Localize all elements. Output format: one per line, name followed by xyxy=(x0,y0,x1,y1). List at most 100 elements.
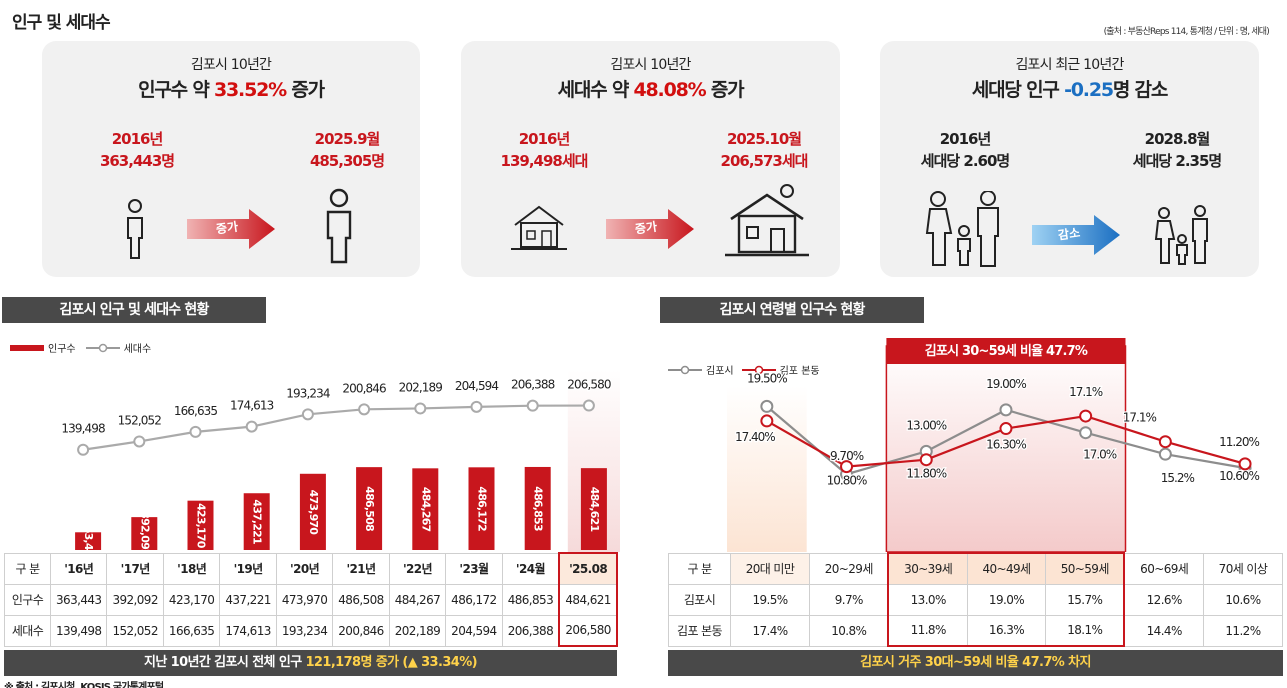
bar-label: 363,443 xyxy=(82,519,95,552)
bar-population xyxy=(356,467,383,550)
legend-b-swatch xyxy=(741,365,776,374)
source-note-bottom: ※ 출처 : 김포시청, KOSIS 국가통계포털 xyxy=(4,682,164,688)
gimpo-city-label: 15.2% xyxy=(1161,471,1195,485)
gimpo-bondong-point xyxy=(1079,409,1093,423)
bar-population xyxy=(580,468,607,550)
gimpo-bondong-label: 17.40% xyxy=(735,430,775,444)
left-data-table: 구 분 '16년 '17년 '18년 '19년 '20년 '21년 '22년 '23월 '24월 '… xyxy=(4,552,618,647)
table-row-header: 구 분 xyxy=(4,552,51,585)
card-headline: 세대당 인구 -0.25명 감소 xyxy=(971,79,1168,101)
household-label: 202,189 xyxy=(399,380,443,394)
household-point xyxy=(470,400,483,413)
table-cell: 9.7% xyxy=(809,583,889,616)
household-label: 200,846 xyxy=(342,381,386,395)
population-household-chart: 363,443 392,092 423,170 437,221 473,970 486,5… xyxy=(60,370,620,552)
table-cell: '22년 xyxy=(388,552,447,585)
gimpo-city-label: 17.0% xyxy=(1083,448,1117,462)
bar-population xyxy=(299,473,326,550)
decrease-arrow-icon xyxy=(1032,215,1120,255)
highlight-banner-text: 김포시 30~59세 비율 47.7% xyxy=(925,343,1088,359)
table-cell: 486,853 xyxy=(501,583,560,616)
bar-label: 437,221 xyxy=(251,499,264,544)
gimpo-bondong-point xyxy=(999,422,1013,436)
left-legend: 인구수 세대수 xyxy=(10,340,151,355)
table-cell: '18년 xyxy=(162,552,221,585)
bar-population xyxy=(131,517,158,550)
card-left-figure: 2016년 139,498세대 xyxy=(500,130,589,170)
table-cell: 10.6% xyxy=(1202,583,1284,616)
table-cell: '17년 xyxy=(106,552,164,585)
table-cell: 437,221 xyxy=(219,583,277,616)
table-cell: 486,172 xyxy=(445,583,503,616)
legend-a-label: 김포시 xyxy=(706,366,734,377)
card-right-figure: 2025.9월 485,305명 xyxy=(309,130,385,170)
table-cell: 11.2% xyxy=(1202,614,1284,647)
card-kicker: 김포시 10년간 xyxy=(190,57,272,73)
household-point xyxy=(358,403,371,416)
bar-population xyxy=(412,468,439,550)
table-cell: 10.8% xyxy=(809,614,889,647)
table-cell: 204,594 xyxy=(445,614,503,647)
table-cell: 50~59세 xyxy=(1045,552,1126,585)
bar-population xyxy=(243,493,270,550)
table-cell: 392,092 xyxy=(106,583,164,616)
household-point xyxy=(414,402,427,415)
table-row-gimpo-bondong: 김포 본동 17.4% 10.8% 11.8% 16.3% 18.1% 14.4% 11.2% xyxy=(668,614,1284,647)
gimpo-city-label: 9.70% xyxy=(830,449,864,463)
gimpo-city-point xyxy=(999,403,1013,417)
table-cell: 139,498 xyxy=(49,614,108,647)
increase-arrow-icon xyxy=(606,209,694,249)
household-label: 204,594 xyxy=(455,379,499,393)
gimpo-bondong-label: 11.80% xyxy=(906,467,946,481)
family-small-icon xyxy=(1154,205,1208,265)
highlight-under20 xyxy=(727,386,807,552)
table-cell: 486,508 xyxy=(332,583,390,616)
table-cell: 20대 미만 xyxy=(729,552,811,585)
gimpo-bondong-point xyxy=(760,414,774,428)
bar-population xyxy=(468,467,495,550)
table-cell: '24월 xyxy=(501,552,560,585)
card-right-figure: 2028.8월 세대당 2.35명 xyxy=(1132,130,1222,170)
family-large-icon xyxy=(925,191,999,267)
table-cell: 19.0% xyxy=(966,583,1047,616)
legend-hh-swatch xyxy=(85,343,120,352)
bar-label: 423,170 xyxy=(195,503,208,549)
household-label: 206,388 xyxy=(511,378,555,392)
household-point xyxy=(245,420,258,433)
table-row-household: 세대수 139,498 152,052 166,635 174,613 193,234 20… xyxy=(4,614,618,647)
card-headline: 인구수 약 33.52% 증가 xyxy=(138,79,325,101)
household-point xyxy=(526,399,539,412)
bar-population xyxy=(75,532,102,550)
household-label: 166,635 xyxy=(174,404,218,418)
table-cell: 60~69세 xyxy=(1123,552,1204,585)
table-cell: 206,388 xyxy=(501,614,560,647)
gimpo-bondong-point xyxy=(919,453,933,467)
person-large-icon xyxy=(326,188,352,264)
house-large-icon xyxy=(725,184,809,257)
bar-label: 486,172 xyxy=(476,486,489,531)
card-left-figure: 2016년 363,443명 xyxy=(99,130,175,170)
gimpo-city-label: 19.00% xyxy=(986,377,1026,391)
table-row-population: 인구수 363,443 392,092 423,170 437,221 473,970 48… xyxy=(4,583,618,616)
house-small-icon xyxy=(511,205,567,250)
gimpo-city-label: 10.60% xyxy=(1219,469,1259,483)
household-line xyxy=(82,404,589,451)
table-cell: 423,170 xyxy=(162,583,221,616)
table-cell: 20~29세 xyxy=(809,552,889,585)
household-point xyxy=(133,435,146,448)
gimpo-bondong-label: 16.30% xyxy=(986,438,1026,452)
table-header-row: 구 분 '16년 '17년 '18년 '19년 '20년 '21년 '22년 '23월 '24월 '… xyxy=(4,552,618,585)
household-point xyxy=(189,425,202,438)
gimpo-bondong-label: 17.1% xyxy=(1123,411,1157,425)
gimpo-city-point xyxy=(1079,426,1093,440)
table-cell: '25.08 xyxy=(558,552,618,585)
legend-pop-label: 인구수 xyxy=(48,344,76,355)
left-footer-banner: 지난 10년간 김포시 전체 인구 121,178명 증가 (▲ 33.34%) xyxy=(4,650,617,676)
legend-hh-label: 세대수 xyxy=(123,344,152,355)
table-row-header: 세대수 xyxy=(4,614,51,647)
gimpo-bondong-point xyxy=(1158,435,1172,449)
table-cell: 30~39세 xyxy=(887,552,968,585)
household-point xyxy=(301,408,314,421)
person-small-icon xyxy=(127,199,143,259)
table-row-gimpo-city: 김포시 19.5% 9.7% 13.0% 19.0% 15.7% 12.6% 10.6% xyxy=(668,583,1284,616)
